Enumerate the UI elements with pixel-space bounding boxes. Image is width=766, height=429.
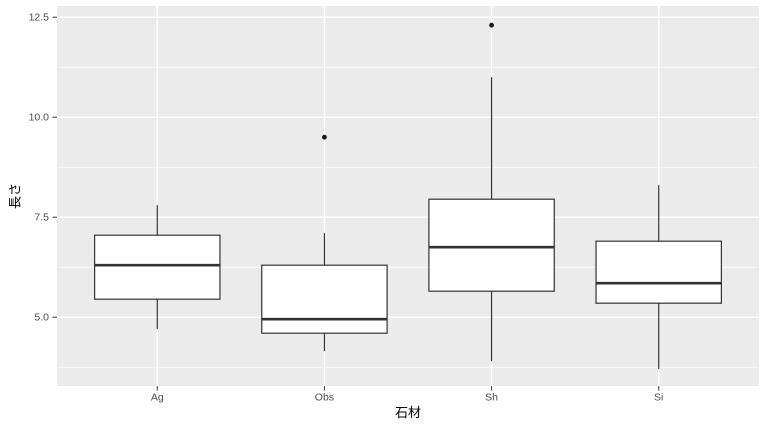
box-sh: [428, 198, 555, 292]
y-tick-label: 12.5: [29, 12, 50, 24]
box-si: [595, 240, 722, 304]
x-axis-title: 石材: [394, 405, 421, 420]
y-tick-label: 7.5: [34, 212, 49, 224]
x-tick-label: Obs: [315, 392, 334, 404]
outlier-point-sh: [489, 22, 494, 28]
y-tick-label: 5.0: [34, 312, 49, 324]
x-tick-label: Si: [654, 392, 663, 404]
x-tick-label: Sh: [485, 392, 498, 404]
box-obs: [261, 264, 388, 334]
plot-panel: [57, 6, 759, 386]
y-tick-label: 10.0: [29, 112, 50, 124]
x-tick-label: Ag: [151, 392, 164, 404]
y-axis-title: 長さ: [7, 182, 23, 210]
outlier-point-obs: [322, 134, 327, 140]
box-ag: [94, 234, 221, 300]
